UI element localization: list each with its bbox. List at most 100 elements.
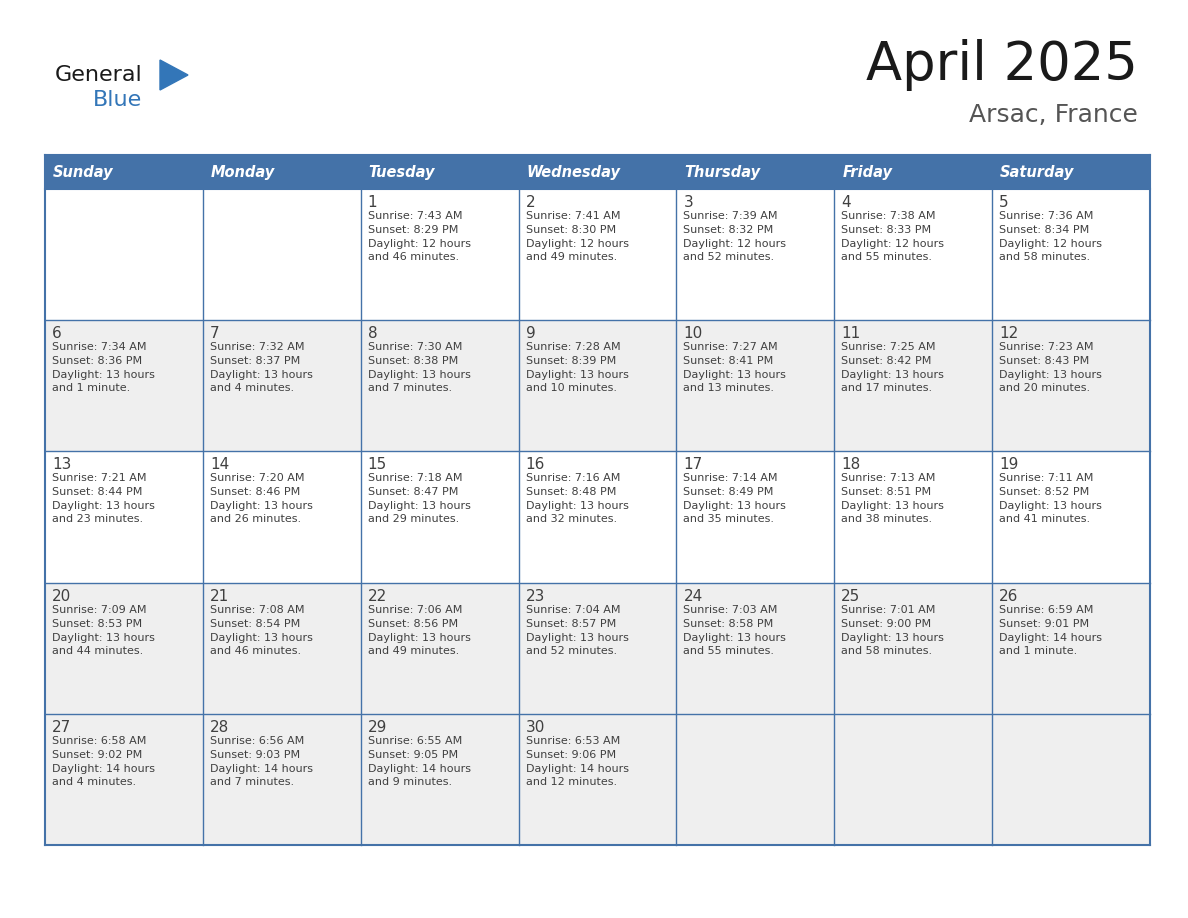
Text: 20: 20 (52, 588, 71, 604)
Text: Blue: Blue (93, 90, 143, 110)
Text: Daylight: 13 hours: Daylight: 13 hours (841, 370, 944, 380)
Text: 21: 21 (210, 588, 229, 604)
Text: and 4 minutes.: and 4 minutes. (52, 777, 137, 787)
Bar (834, 155, 992, 189)
Text: and 46 minutes.: and 46 minutes. (210, 645, 301, 655)
Text: and 23 minutes.: and 23 minutes. (52, 514, 143, 524)
Text: Daylight: 13 hours: Daylight: 13 hours (52, 633, 154, 643)
Text: Sunset: 8:47 PM: Sunset: 8:47 PM (368, 487, 459, 498)
Text: Sunset: 8:46 PM: Sunset: 8:46 PM (210, 487, 301, 498)
Text: Saturday: Saturday (1000, 164, 1074, 180)
Text: and 17 minutes.: and 17 minutes. (841, 383, 933, 393)
Text: Sunset: 8:39 PM: Sunset: 8:39 PM (525, 356, 615, 366)
Text: and 32 minutes.: and 32 minutes. (525, 514, 617, 524)
Text: 10: 10 (683, 326, 702, 341)
Text: and 9 minutes.: and 9 minutes. (368, 777, 451, 787)
Text: Sunrise: 7:13 AM: Sunrise: 7:13 AM (841, 474, 936, 484)
Text: and 52 minutes.: and 52 minutes. (683, 252, 775, 262)
Text: 30: 30 (525, 720, 545, 734)
Text: Daylight: 14 hours: Daylight: 14 hours (368, 764, 470, 774)
Text: Daylight: 13 hours: Daylight: 13 hours (210, 633, 312, 643)
Bar (203, 155, 361, 189)
Text: and 7 minutes.: and 7 minutes. (368, 383, 451, 393)
Text: Daylight: 13 hours: Daylight: 13 hours (999, 370, 1102, 380)
Text: 18: 18 (841, 457, 860, 473)
Text: Sunset: 8:41 PM: Sunset: 8:41 PM (683, 356, 773, 366)
Text: Daylight: 14 hours: Daylight: 14 hours (525, 764, 628, 774)
Text: Sunrise: 7:11 AM: Sunrise: 7:11 AM (999, 474, 1093, 484)
Bar (676, 714, 834, 845)
Text: Sunset: 9:03 PM: Sunset: 9:03 PM (210, 750, 301, 760)
Text: Sunrise: 7:27 AM: Sunrise: 7:27 AM (683, 342, 778, 353)
Text: Sunset: 8:49 PM: Sunset: 8:49 PM (683, 487, 773, 498)
Text: Arsac, France: Arsac, France (969, 103, 1138, 127)
Bar (992, 714, 1150, 845)
Bar (676, 320, 834, 452)
Text: Sunset: 8:58 PM: Sunset: 8:58 PM (683, 619, 773, 629)
Text: and 10 minutes.: and 10 minutes. (525, 383, 617, 393)
Text: and 49 minutes.: and 49 minutes. (525, 252, 617, 262)
Text: Daylight: 13 hours: Daylight: 13 hours (525, 370, 628, 380)
Text: Sunset: 8:48 PM: Sunset: 8:48 PM (525, 487, 615, 498)
Text: 28: 28 (210, 720, 229, 734)
Text: Sunset: 8:53 PM: Sunset: 8:53 PM (52, 619, 143, 629)
Text: and 52 minutes.: and 52 minutes. (525, 645, 617, 655)
Bar (676, 189, 834, 320)
Text: Sunrise: 7:03 AM: Sunrise: 7:03 AM (683, 605, 778, 614)
Bar (361, 452, 519, 583)
Text: Sunrise: 6:55 AM: Sunrise: 6:55 AM (368, 736, 462, 745)
Text: Sunrise: 6:56 AM: Sunrise: 6:56 AM (210, 736, 304, 745)
Bar (45, 189, 203, 320)
Bar (992, 583, 1150, 714)
Text: Sunrise: 7:43 AM: Sunrise: 7:43 AM (368, 211, 462, 221)
Text: Daylight: 14 hours: Daylight: 14 hours (210, 764, 312, 774)
Text: Sunrise: 7:32 AM: Sunrise: 7:32 AM (210, 342, 304, 353)
Bar (203, 583, 361, 714)
Text: Sunset: 8:36 PM: Sunset: 8:36 PM (52, 356, 143, 366)
Text: Sunrise: 7:09 AM: Sunrise: 7:09 AM (52, 605, 146, 614)
Text: Sunrise: 7:14 AM: Sunrise: 7:14 AM (683, 474, 778, 484)
Text: Sunset: 8:42 PM: Sunset: 8:42 PM (841, 356, 931, 366)
Bar (519, 189, 676, 320)
Text: and 1 minute.: and 1 minute. (52, 383, 131, 393)
Text: Sunrise: 7:41 AM: Sunrise: 7:41 AM (525, 211, 620, 221)
Text: Sunrise: 7:08 AM: Sunrise: 7:08 AM (210, 605, 304, 614)
Text: 27: 27 (52, 720, 71, 734)
Bar (361, 155, 519, 189)
Text: Sunset: 8:52 PM: Sunset: 8:52 PM (999, 487, 1089, 498)
Text: 14: 14 (210, 457, 229, 473)
Text: Sunday: Sunday (53, 164, 114, 180)
Text: Sunrise: 7:18 AM: Sunrise: 7:18 AM (368, 474, 462, 484)
Text: 11: 11 (841, 326, 860, 341)
Text: Sunrise: 6:59 AM: Sunrise: 6:59 AM (999, 605, 1093, 614)
Text: Sunset: 9:02 PM: Sunset: 9:02 PM (52, 750, 143, 760)
Text: 13: 13 (52, 457, 71, 473)
Text: Sunrise: 6:58 AM: Sunrise: 6:58 AM (52, 736, 146, 745)
Text: Daylight: 13 hours: Daylight: 13 hours (368, 633, 470, 643)
Text: Sunset: 8:57 PM: Sunset: 8:57 PM (525, 619, 615, 629)
Text: Sunrise: 7:39 AM: Sunrise: 7:39 AM (683, 211, 778, 221)
Text: Sunrise: 7:28 AM: Sunrise: 7:28 AM (525, 342, 620, 353)
Text: Daylight: 13 hours: Daylight: 13 hours (683, 633, 786, 643)
Text: and 41 minutes.: and 41 minutes. (999, 514, 1091, 524)
Text: Daylight: 13 hours: Daylight: 13 hours (368, 501, 470, 511)
Text: and 44 minutes.: and 44 minutes. (52, 645, 144, 655)
Bar (834, 583, 992, 714)
Text: and 58 minutes.: and 58 minutes. (841, 645, 933, 655)
Text: Sunrise: 6:53 AM: Sunrise: 6:53 AM (525, 736, 620, 745)
Text: and 20 minutes.: and 20 minutes. (999, 383, 1091, 393)
Bar (203, 714, 361, 845)
Text: Sunrise: 7:21 AM: Sunrise: 7:21 AM (52, 474, 146, 484)
Text: Thursday: Thursday (684, 164, 760, 180)
Text: Sunset: 8:54 PM: Sunset: 8:54 PM (210, 619, 301, 629)
Text: 19: 19 (999, 457, 1018, 473)
Text: Sunrise: 7:20 AM: Sunrise: 7:20 AM (210, 474, 304, 484)
Text: 8: 8 (368, 326, 378, 341)
Bar (519, 452, 676, 583)
Bar (45, 452, 203, 583)
Text: Daylight: 12 hours: Daylight: 12 hours (525, 239, 628, 249)
Bar (676, 452, 834, 583)
Text: 12: 12 (999, 326, 1018, 341)
Text: Sunrise: 7:01 AM: Sunrise: 7:01 AM (841, 605, 936, 614)
Text: Sunset: 9:06 PM: Sunset: 9:06 PM (525, 750, 615, 760)
